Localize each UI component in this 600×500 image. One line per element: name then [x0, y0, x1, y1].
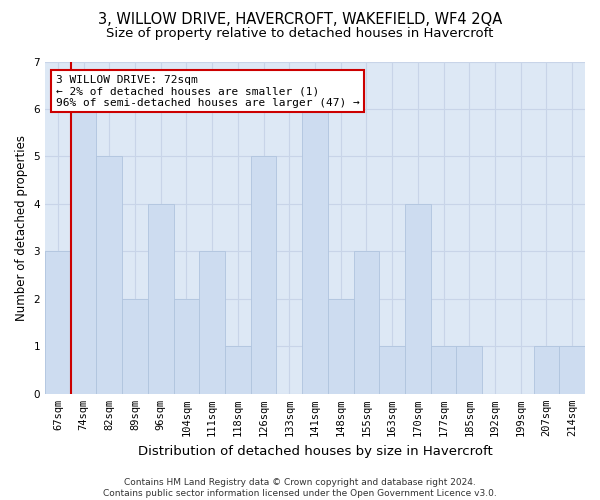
X-axis label: Distribution of detached houses by size in Havercroft: Distribution of detached houses by size …: [137, 444, 493, 458]
Bar: [148, 204, 173, 394]
Bar: [328, 299, 353, 394]
Bar: [559, 346, 585, 394]
Bar: [405, 204, 431, 394]
Bar: [379, 346, 405, 394]
Bar: [251, 156, 277, 394]
Text: Size of property relative to detached houses in Havercroft: Size of property relative to detached ho…: [106, 28, 494, 40]
Bar: [353, 252, 379, 394]
Text: 3, WILLOW DRIVE, HAVERCROFT, WAKEFIELD, WF4 2QA: 3, WILLOW DRIVE, HAVERCROFT, WAKEFIELD, …: [98, 12, 502, 28]
Bar: [199, 252, 225, 394]
Bar: [71, 109, 97, 394]
Bar: [302, 109, 328, 394]
Text: Contains HM Land Registry data © Crown copyright and database right 2024.
Contai: Contains HM Land Registry data © Crown c…: [103, 478, 497, 498]
Bar: [45, 252, 71, 394]
Bar: [431, 346, 457, 394]
Bar: [173, 299, 199, 394]
Bar: [97, 156, 122, 394]
Bar: [457, 346, 482, 394]
Y-axis label: Number of detached properties: Number of detached properties: [15, 134, 28, 320]
Bar: [533, 346, 559, 394]
Bar: [225, 346, 251, 394]
Text: 3 WILLOW DRIVE: 72sqm
← 2% of detached houses are smaller (1)
96% of semi-detach: 3 WILLOW DRIVE: 72sqm ← 2% of detached h…: [56, 75, 359, 108]
Bar: [122, 299, 148, 394]
